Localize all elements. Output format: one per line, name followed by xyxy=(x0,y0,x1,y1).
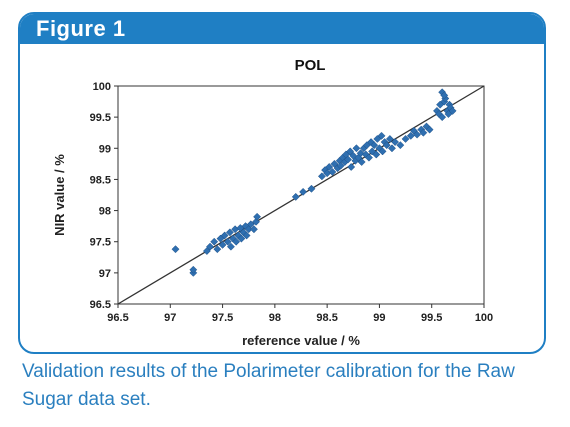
data-point xyxy=(220,231,229,240)
data-point xyxy=(242,231,251,240)
data-point xyxy=(388,144,396,153)
y-axis-ticks: 96.5 97 97.5 98 98.5 99 99.5 100 xyxy=(90,81,118,311)
data-point xyxy=(356,149,365,158)
y-tick-label: 98.5 xyxy=(90,174,111,186)
data-point xyxy=(419,128,428,137)
x-tick-label: 96.5 xyxy=(107,312,128,324)
data-point xyxy=(232,237,241,246)
data-point xyxy=(440,91,449,100)
y-tick-label: 98 xyxy=(99,206,111,218)
figure-caption: Validation results of the Polarimeter ca… xyxy=(22,361,515,410)
y-tick-label: 96.5 xyxy=(90,299,111,311)
data-point xyxy=(347,163,356,171)
data-point xyxy=(344,155,353,164)
data-point xyxy=(246,220,255,229)
figure-header-bar: Figure 1 xyxy=(20,14,544,44)
data-point xyxy=(396,141,405,150)
y-axis-label: NIR value / % xyxy=(52,154,67,236)
data-point xyxy=(206,242,214,251)
data-point xyxy=(377,131,386,140)
data-point xyxy=(226,242,235,251)
x-axis-label: reference value / % xyxy=(242,333,360,348)
data-point xyxy=(299,187,308,196)
y-tick-label: 99.5 xyxy=(90,112,111,124)
data-point xyxy=(385,134,394,143)
reference-line xyxy=(117,85,485,305)
data-point xyxy=(325,163,334,171)
data-point xyxy=(328,168,337,176)
data-point xyxy=(189,265,198,274)
data-point xyxy=(336,161,345,170)
data-point xyxy=(291,192,300,201)
scatter-chart: POL 96.5 97 97.5 98 98.5 99 99.5 100 96.5 97 97.5… xyxy=(52,57,493,348)
y-tick-label: 97.5 xyxy=(90,237,111,249)
x-axis-ticks: 96.5 97 97.5 98 98.5 99 99.5 100 xyxy=(107,304,493,324)
data-point xyxy=(357,158,366,166)
chart-title: POL xyxy=(295,57,326,74)
data-point xyxy=(210,237,219,246)
data-point xyxy=(391,138,400,147)
y-tick-label: 99 xyxy=(99,143,111,155)
data-point xyxy=(249,225,258,234)
data-point xyxy=(401,134,410,143)
data-points xyxy=(171,88,457,277)
data-point xyxy=(225,228,234,237)
data-point xyxy=(372,150,381,159)
data-point xyxy=(378,147,387,156)
data-point xyxy=(365,153,373,162)
x-tick-label: 97 xyxy=(164,312,176,324)
data-point xyxy=(171,245,180,254)
data-point xyxy=(352,144,361,153)
data-point xyxy=(253,212,262,221)
x-tick-label: 97.5 xyxy=(212,312,233,324)
data-point xyxy=(213,245,222,254)
data-point xyxy=(237,234,246,243)
figure-label: Figure 1 xyxy=(36,16,126,41)
x-tick-label: 98 xyxy=(269,312,281,324)
data-point xyxy=(218,240,227,249)
x-tick-label: 99 xyxy=(373,312,385,324)
data-point xyxy=(438,113,447,122)
data-point xyxy=(425,125,434,134)
data-point xyxy=(382,141,391,150)
x-tick-label: 98.5 xyxy=(316,312,337,324)
data-point xyxy=(317,172,326,181)
data-point xyxy=(448,106,457,115)
y-tick-label: 100 xyxy=(93,81,111,93)
data-point xyxy=(307,184,316,193)
y-tick-label: 97 xyxy=(99,268,111,280)
x-tick-label: 100 xyxy=(475,312,493,324)
figure-frame: Figure 1 POL 96.5 97 97.5 98 98.5 99 99.5 100 9… xyxy=(18,12,546,354)
data-point xyxy=(370,141,379,150)
data-point xyxy=(413,130,422,139)
data-point xyxy=(223,237,232,246)
x-tick-label: 99.5 xyxy=(421,312,442,324)
